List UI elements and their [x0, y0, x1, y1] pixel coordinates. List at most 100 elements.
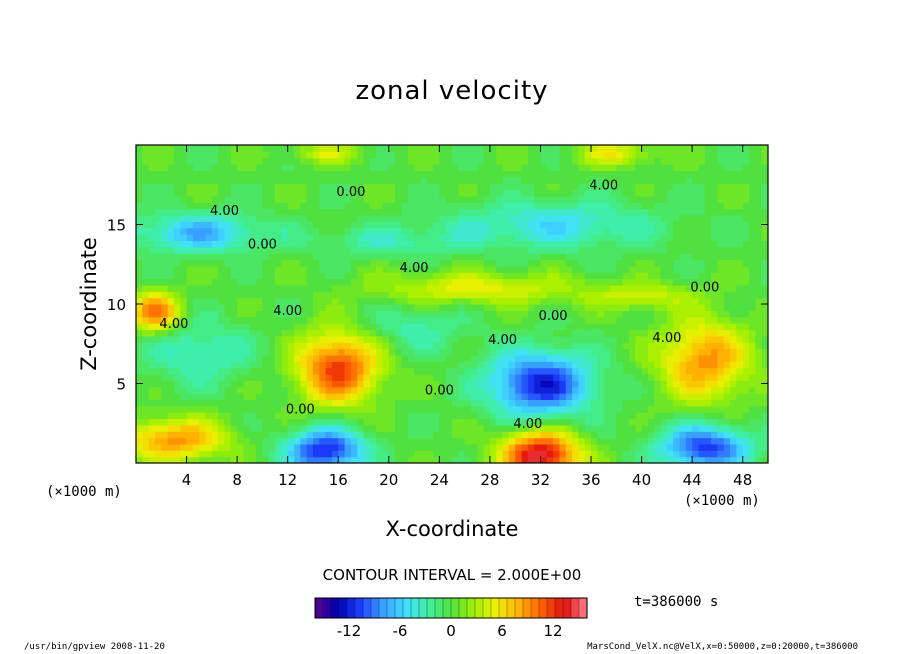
heat-cell: [489, 278, 497, 286]
heat-cell: [540, 386, 548, 394]
heat-cell: [344, 405, 352, 413]
heat-cell: [281, 405, 289, 413]
heat-cell: [546, 195, 554, 203]
heat-cell: [331, 329, 339, 337]
heat-cell: [344, 170, 352, 178]
heat-cell: [458, 386, 466, 394]
heat-cell: [628, 221, 636, 229]
heat-cell: [553, 291, 561, 299]
heat-cell: [382, 202, 390, 210]
heat-cell: [761, 170, 768, 178]
heat-cell: [502, 246, 510, 254]
heat-cell: [540, 450, 548, 458]
heat-cell: [572, 189, 579, 197]
heat-cell: [628, 316, 636, 324]
heat-cell: [534, 202, 542, 210]
heat-cell: [395, 259, 403, 267]
heat-cell: [312, 278, 320, 286]
heat-cell: [256, 418, 263, 426]
heat-cell: [496, 157, 504, 165]
heat-cell: [154, 278, 162, 286]
heat-cell: [420, 176, 428, 184]
heat-cell: [205, 329, 213, 337]
heat-cell: [401, 412, 409, 420]
heat-cell: [628, 176, 636, 184]
heat-cell: [395, 214, 403, 222]
heat-cell: [698, 284, 706, 292]
heat-cell: [249, 284, 257, 292]
heat-cell: [597, 450, 605, 458]
heat-cell: [515, 399, 523, 407]
heat-cell: [496, 246, 504, 254]
heat-cell: [382, 310, 390, 318]
heat-cell: [294, 265, 301, 273]
heat-cell: [154, 246, 162, 254]
heat-cell: [275, 265, 282, 273]
heat-cell: [666, 189, 674, 197]
heat-cell: [584, 316, 592, 324]
heat-cell: [679, 329, 687, 337]
heat-cell: [685, 367, 693, 375]
heat-cell: [553, 335, 561, 343]
heat-cell: [281, 164, 289, 172]
heat-cell: [591, 393, 598, 400]
heat-cell: [534, 291, 542, 299]
heat-cell: [445, 164, 453, 172]
heat-cell: [306, 272, 314, 280]
heat-cell: [553, 253, 561, 261]
heat-cell: [199, 170, 207, 178]
heat-cell: [420, 272, 428, 280]
heat-cell: [761, 214, 768, 222]
heat-cell: [559, 208, 567, 216]
heat-cell: [224, 361, 232, 369]
heat-cell: [237, 424, 245, 432]
heat-cell: [654, 195, 662, 203]
heat-cell: [666, 278, 674, 286]
heat-cell: [338, 214, 346, 222]
heat-cell: [540, 361, 548, 369]
heat-cell: [218, 450, 226, 458]
heat-cell: [736, 393, 744, 400]
heat-cell: [180, 310, 188, 318]
heat-cell: [698, 386, 706, 394]
heat-cell: [363, 456, 371, 463]
heat-cell: [199, 291, 207, 299]
heat-cell: [262, 278, 270, 286]
heat-cell: [660, 443, 668, 451]
heat-cell: [584, 431, 592, 439]
heat-cell: [331, 278, 339, 286]
heat-cell: [376, 259, 384, 267]
heat-cell: [338, 329, 346, 337]
heat-cell: [692, 393, 700, 400]
heat-cell: [711, 323, 719, 331]
heat-cell: [199, 284, 207, 292]
heat-cell: [161, 240, 169, 248]
heat-cell: [546, 399, 554, 407]
heat-cell: [161, 373, 169, 381]
heat-cell: [325, 316, 333, 324]
heat-cell: [578, 310, 586, 318]
heat-cell: [527, 361, 535, 369]
heat-cell: [319, 424, 327, 432]
heat-cell: [294, 316, 301, 324]
heat-cell: [540, 405, 548, 413]
heat-cell: [534, 170, 542, 178]
heat-cell: [527, 291, 535, 299]
heat-cell: [546, 443, 554, 451]
heat-cell: [325, 335, 333, 343]
heat-cell: [546, 367, 554, 375]
heat-cell: [173, 335, 181, 343]
heat-cell: [502, 151, 510, 159]
heat-cell: [230, 170, 238, 178]
heat-cell: [357, 176, 365, 184]
heat-cell: [376, 450, 384, 458]
heat-cell: [654, 272, 662, 280]
heat-cell: [452, 151, 459, 159]
heat-cell: [331, 304, 339, 311]
heat-cell: [673, 214, 681, 222]
heat-cell: [578, 202, 586, 210]
heat-cell: [161, 361, 169, 369]
heat-cell: [142, 412, 150, 420]
heat-cell: [540, 329, 548, 337]
heat-cell: [666, 227, 674, 235]
